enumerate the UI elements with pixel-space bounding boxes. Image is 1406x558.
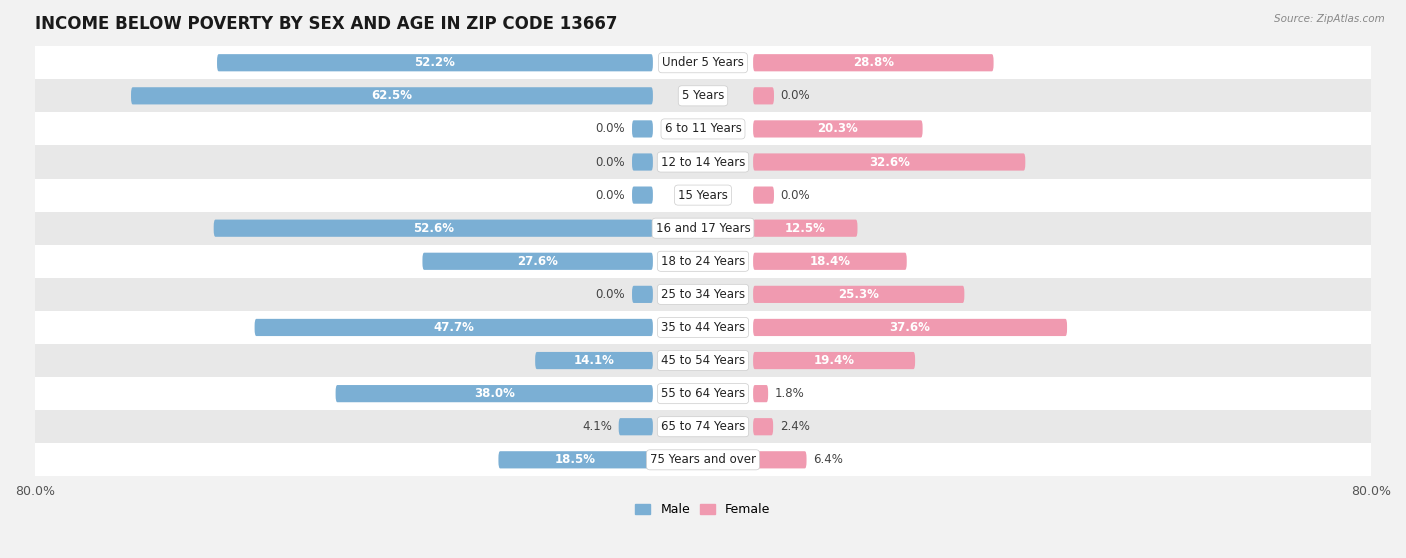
- Text: 1.8%: 1.8%: [775, 387, 804, 400]
- Bar: [35, 278, 1371, 311]
- Text: 0.0%: 0.0%: [596, 156, 626, 169]
- Text: Source: ZipAtlas.com: Source: ZipAtlas.com: [1274, 14, 1385, 24]
- FancyBboxPatch shape: [754, 352, 915, 369]
- FancyBboxPatch shape: [422, 253, 652, 270]
- Text: 4.1%: 4.1%: [582, 420, 612, 433]
- FancyBboxPatch shape: [754, 385, 768, 402]
- Text: 0.0%: 0.0%: [596, 122, 626, 136]
- FancyBboxPatch shape: [498, 451, 652, 468]
- FancyBboxPatch shape: [754, 87, 773, 104]
- Bar: [35, 443, 1371, 477]
- Text: 75 Years and over: 75 Years and over: [650, 453, 756, 466]
- FancyBboxPatch shape: [754, 286, 965, 303]
- Text: 65 to 74 Years: 65 to 74 Years: [661, 420, 745, 433]
- Text: 28.8%: 28.8%: [853, 56, 894, 69]
- Text: 45 to 54 Years: 45 to 54 Years: [661, 354, 745, 367]
- Bar: [35, 211, 1371, 245]
- Bar: [35, 344, 1371, 377]
- Text: 32.6%: 32.6%: [869, 156, 910, 169]
- Text: 37.6%: 37.6%: [890, 321, 931, 334]
- FancyBboxPatch shape: [754, 253, 907, 270]
- FancyBboxPatch shape: [754, 418, 773, 435]
- Text: 18.5%: 18.5%: [555, 453, 596, 466]
- Text: 52.2%: 52.2%: [415, 56, 456, 69]
- FancyBboxPatch shape: [633, 153, 652, 171]
- FancyBboxPatch shape: [754, 220, 858, 237]
- Text: 16 and 17 Years: 16 and 17 Years: [655, 222, 751, 235]
- FancyBboxPatch shape: [754, 186, 773, 204]
- Text: 35 to 44 Years: 35 to 44 Years: [661, 321, 745, 334]
- Bar: [35, 410, 1371, 443]
- Text: 14.1%: 14.1%: [574, 354, 614, 367]
- Text: 0.0%: 0.0%: [596, 288, 626, 301]
- FancyBboxPatch shape: [217, 54, 652, 71]
- Text: 25 to 34 Years: 25 to 34 Years: [661, 288, 745, 301]
- Text: 15 Years: 15 Years: [678, 189, 728, 201]
- Text: 2.4%: 2.4%: [780, 420, 810, 433]
- Text: 6.4%: 6.4%: [813, 453, 844, 466]
- Text: 18.4%: 18.4%: [810, 255, 851, 268]
- Text: 25.3%: 25.3%: [838, 288, 879, 301]
- Text: 27.6%: 27.6%: [517, 255, 558, 268]
- Text: 52.6%: 52.6%: [413, 222, 454, 235]
- Text: 6 to 11 Years: 6 to 11 Years: [665, 122, 741, 136]
- FancyBboxPatch shape: [754, 319, 1067, 336]
- Text: 20.3%: 20.3%: [817, 122, 858, 136]
- Text: 18 to 24 Years: 18 to 24 Years: [661, 255, 745, 268]
- Text: INCOME BELOW POVERTY BY SEX AND AGE IN ZIP CODE 13667: INCOME BELOW POVERTY BY SEX AND AGE IN Z…: [35, 15, 617, 33]
- Legend: Male, Female: Male, Female: [630, 498, 776, 522]
- FancyBboxPatch shape: [754, 153, 1025, 171]
- Bar: [35, 79, 1371, 112]
- FancyBboxPatch shape: [214, 220, 652, 237]
- Bar: [35, 245, 1371, 278]
- Bar: [35, 311, 1371, 344]
- Bar: [35, 46, 1371, 79]
- FancyBboxPatch shape: [754, 54, 994, 71]
- Text: 12 to 14 Years: 12 to 14 Years: [661, 156, 745, 169]
- Text: 47.7%: 47.7%: [433, 321, 474, 334]
- Text: 0.0%: 0.0%: [780, 89, 810, 102]
- Text: 55 to 64 Years: 55 to 64 Years: [661, 387, 745, 400]
- FancyBboxPatch shape: [633, 286, 652, 303]
- Bar: [35, 112, 1371, 146]
- Bar: [35, 146, 1371, 179]
- FancyBboxPatch shape: [336, 385, 652, 402]
- Bar: [35, 179, 1371, 211]
- Text: 38.0%: 38.0%: [474, 387, 515, 400]
- Text: 0.0%: 0.0%: [780, 189, 810, 201]
- Text: 62.5%: 62.5%: [371, 89, 412, 102]
- FancyBboxPatch shape: [254, 319, 652, 336]
- Text: 19.4%: 19.4%: [814, 354, 855, 367]
- Bar: [35, 377, 1371, 410]
- Text: 5 Years: 5 Years: [682, 89, 724, 102]
- Text: 0.0%: 0.0%: [596, 189, 626, 201]
- FancyBboxPatch shape: [633, 121, 652, 137]
- FancyBboxPatch shape: [633, 186, 652, 204]
- Text: 12.5%: 12.5%: [785, 222, 825, 235]
- FancyBboxPatch shape: [754, 121, 922, 137]
- FancyBboxPatch shape: [131, 87, 652, 104]
- FancyBboxPatch shape: [754, 451, 807, 468]
- FancyBboxPatch shape: [619, 418, 652, 435]
- Text: Under 5 Years: Under 5 Years: [662, 56, 744, 69]
- FancyBboxPatch shape: [536, 352, 652, 369]
